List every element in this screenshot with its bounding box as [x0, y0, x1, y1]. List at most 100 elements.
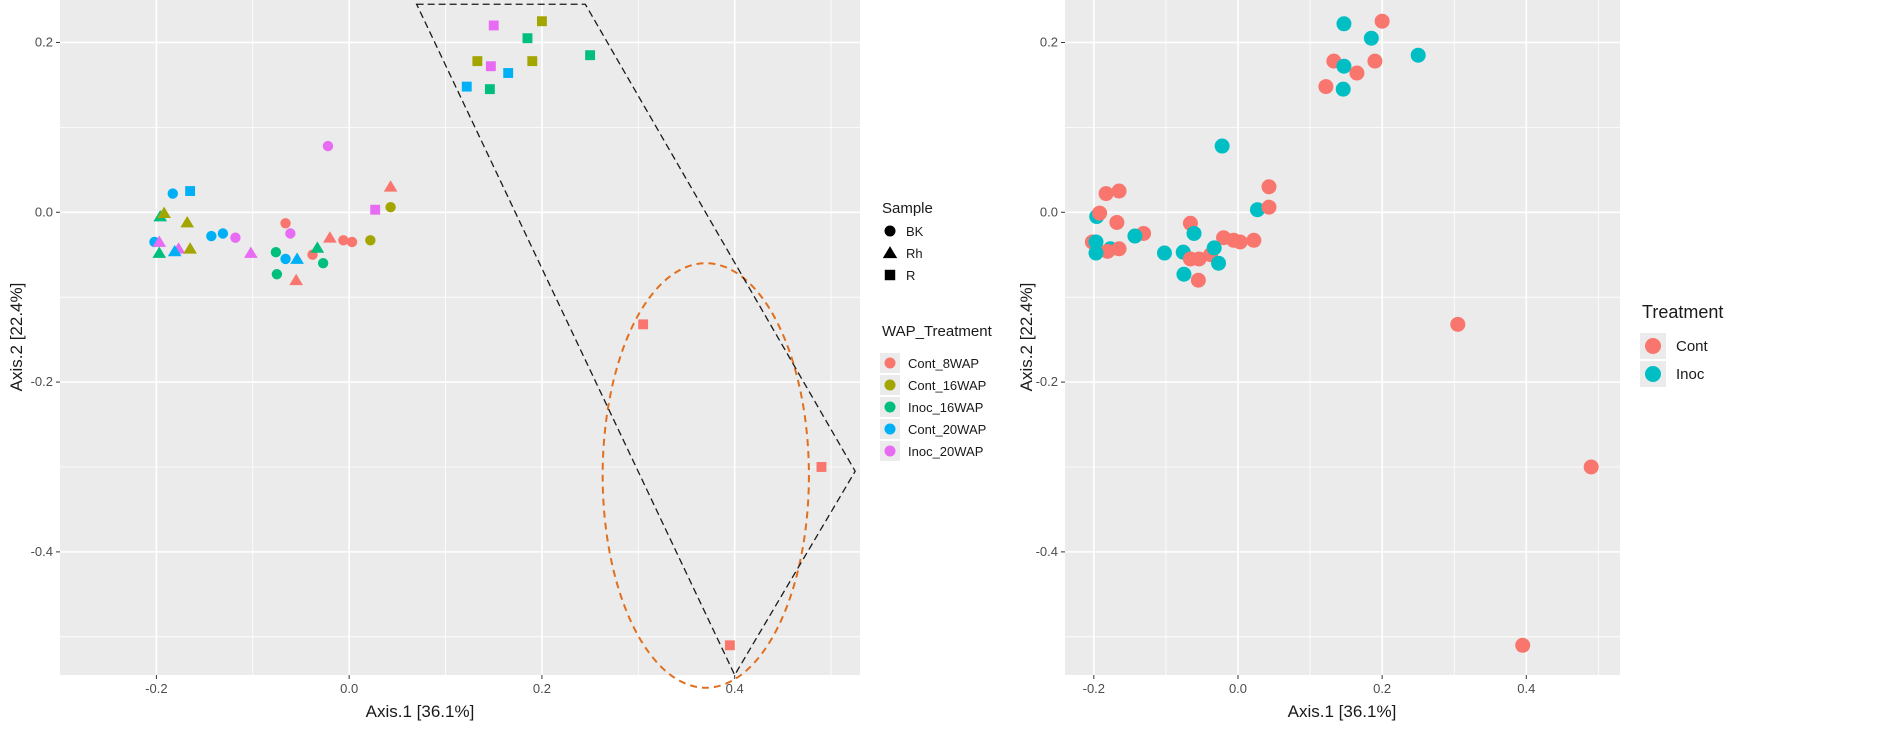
- data-point: [310, 241, 325, 253]
- data-point: [322, 140, 334, 152]
- data-point: [1336, 16, 1352, 32]
- legend-wap-treatment-item: Cont_20WAP: [880, 419, 986, 439]
- data-point: [167, 244, 182, 257]
- data-point: [1109, 214, 1125, 230]
- data-point: [289, 273, 303, 286]
- data-point: [1088, 234, 1104, 250]
- data-point: [1515, 637, 1531, 653]
- data-point: [180, 215, 195, 228]
- right-plot-x-ticks: -0.2 0.0 0.2 0.4: [1083, 675, 1535, 696]
- data-point: [1318, 79, 1334, 95]
- legend-sample: Sample BK Rh R: [882, 200, 933, 283]
- left-plot-gridlines: [60, 0, 860, 675]
- legend-treatment-item: Inoc: [1640, 361, 1705, 387]
- data-point: [152, 246, 167, 258]
- legend-treatment-label: Inoc: [1676, 366, 1705, 383]
- left-x-axis-title: Axis.1 [36.1%]: [366, 702, 475, 721]
- legend-wap-treatment-item: Inoc_20WAP: [880, 441, 983, 461]
- legend-wap-treatment: WAP_Treatment Cont_8WAP Cont_16WAP Inoc_16…: [880, 323, 993, 461]
- data-point: [1092, 205, 1108, 221]
- right-y-axis-title: Axis.2 [22.4%]: [1017, 283, 1036, 392]
- data-point: [185, 186, 196, 196]
- legend-treatment-item: Cont: [1640, 333, 1709, 359]
- legend-sample-item: BK: [884, 224, 924, 239]
- data-point: [503, 68, 514, 78]
- data-point: [1367, 53, 1383, 69]
- left-plot-annotations: [415, 3, 856, 689]
- left-plot: 0.2 0.0 -0.2 -0.4 -0.2 0.0 0.2 0.4 Axis.1 [36.…: [7, 0, 860, 721]
- data-point: [485, 61, 496, 72]
- data-point: [1211, 255, 1227, 271]
- data-point: [385, 201, 396, 213]
- legend-color-key: [884, 401, 896, 413]
- legend-sample-item: R: [884, 268, 915, 283]
- data-point: [1100, 243, 1116, 259]
- data-point: [1336, 58, 1352, 74]
- data-point: [1190, 272, 1206, 288]
- legend-circle-icon: [884, 225, 896, 237]
- data-point: [1127, 228, 1143, 244]
- data-point: [290, 252, 304, 264]
- legend-wap-treatment-label: Cont_20WAP: [908, 422, 986, 437]
- legend-sample-item: Rh: [882, 246, 923, 261]
- data-point: [1363, 30, 1379, 46]
- data-point: [230, 232, 241, 243]
- legend-treatment: Treatment Cont Inoc: [1640, 302, 1723, 387]
- legend-triangle-icon: [882, 246, 898, 259]
- data-point: [1450, 316, 1466, 332]
- legend-square-icon: [884, 269, 896, 281]
- data-point: [1583, 459, 1599, 475]
- data-point: [271, 269, 283, 280]
- right-plot-points: [1084, 13, 1599, 653]
- data-point: [1156, 245, 1172, 261]
- data-point: [1088, 245, 1104, 261]
- data-point: [383, 180, 398, 192]
- data-point: [365, 235, 376, 246]
- data-point: [1206, 240, 1222, 256]
- data-point: [217, 228, 229, 239]
- data-point: [280, 218, 291, 229]
- data-point: [1232, 234, 1248, 250]
- left-y-tick-label: -0.4: [31, 544, 53, 559]
- ellipse-annotation: [601, 262, 810, 689]
- data-point: [244, 246, 258, 258]
- right-x-axis-title: Axis.1 [36.1%]: [1288, 702, 1397, 721]
- right-y-tick-label: 0.0: [1040, 204, 1058, 219]
- data-point: [1214, 138, 1230, 154]
- data-point: [280, 253, 291, 265]
- data-point: [536, 16, 547, 27]
- data-point: [206, 230, 217, 242]
- left-y-tick-label: 0.2: [35, 34, 53, 49]
- polygon-annotation: [415, 3, 856, 677]
- data-point: [317, 258, 329, 269]
- data-point: [1246, 232, 1262, 248]
- left-y-tick-label: -0.2: [31, 374, 53, 389]
- data-point: [1176, 266, 1192, 282]
- legend-wap-treatment-label: Cont_16WAP: [908, 378, 986, 393]
- data-point: [152, 235, 167, 247]
- right-x-tick-label: 0.0: [1229, 681, 1247, 696]
- legend-color-key: [884, 445, 896, 457]
- data-point: [461, 81, 472, 92]
- right-y-tick-label: 0.2: [1040, 34, 1058, 49]
- data-point: [338, 235, 349, 246]
- right-x-tick-label: -0.2: [1083, 681, 1105, 696]
- data-point: [183, 242, 197, 254]
- data-point: [1374, 13, 1390, 29]
- right-x-tick-label: 0.2: [1373, 681, 1391, 696]
- data-point: [1261, 179, 1277, 195]
- data-point: [585, 50, 596, 61]
- data-point: [1410, 47, 1426, 63]
- legend-wap-treatment-label: Cont_8WAP: [908, 356, 979, 371]
- data-point: [1249, 202, 1265, 218]
- legend-color-key: [884, 423, 896, 435]
- legend-sample-title: Sample: [882, 200, 933, 217]
- data-point: [270, 246, 282, 258]
- legend-treatment-title: Treatment: [1642, 302, 1723, 322]
- left-x-tick-label: -0.2: [145, 681, 167, 696]
- legend-sample-label: R: [906, 268, 915, 283]
- legend-wap-treatment-label: Inoc_16WAP: [908, 400, 983, 415]
- data-point: [1111, 241, 1127, 257]
- legend-sample-label: BK: [906, 224, 924, 239]
